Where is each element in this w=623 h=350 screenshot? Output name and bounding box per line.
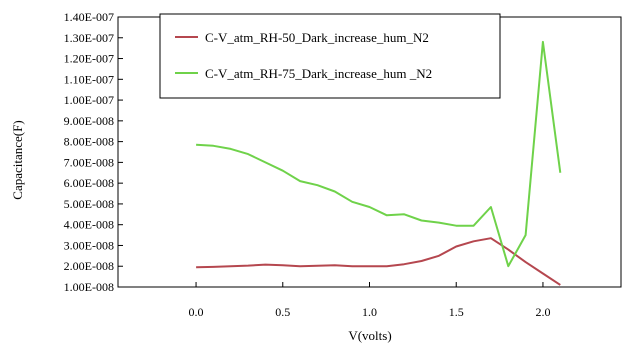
y-tick-label: 4.00E-008 [64,218,114,232]
y-tick-label: 6.00E-008 [64,176,114,190]
y-tick-label: 1.00E-008 [64,280,114,294]
legend-box [159,13,501,99]
y-tick-label: 1.10E-007 [64,72,114,86]
x-axis-label: V(volts) [348,328,391,343]
legend: C-V_atm_RH-50_Dark_increase_hum_N2 C-V_a… [159,13,501,99]
x-tick-label: 1.0 [362,305,377,319]
y-axis-label: Capacitance(F) [10,120,25,199]
y-tick-label: 8.00E-008 [64,135,114,149]
y-tick-label: 2.00E-008 [64,259,114,273]
y-tick-label: 3.00E-008 [64,238,114,252]
y-tick-label: 7.00E-008 [64,155,114,169]
x-tick-label: 1.5 [449,305,464,319]
y-tick-label: 1.40E-007 [64,10,114,24]
x-tick-label: 0.5 [275,305,290,319]
x-axis-ticks: 0.0 0.5 1.0 1.5 2.0 [189,282,550,319]
y-tick-label: 9.00E-008 [64,114,114,128]
series-lines [196,40,562,286]
y-axis-ticks: 1.00E-008 2.00E-008 3.00E-008 4.00E-008 5.00… [64,10,123,294]
x-tick-label: 0.0 [189,305,204,319]
series-line-rh75 [196,40,562,268]
legend-label-rh50: C-V_atm_RH-50_Dark_increase_hum_N2 [205,30,429,45]
x-tick-label: 2.0 [535,305,550,319]
y-tick-label: 1.00E-007 [64,93,114,107]
y-tick-label: 1.30E-007 [64,31,114,45]
y-tick-label: 5.00E-008 [64,197,114,211]
series-line-rh50 [196,237,561,286]
y-tick-label: 1.20E-007 [64,52,114,66]
legend-label-rh75: C-V_atm_RH-75_Dark_increase_hum _N2 [205,66,432,81]
